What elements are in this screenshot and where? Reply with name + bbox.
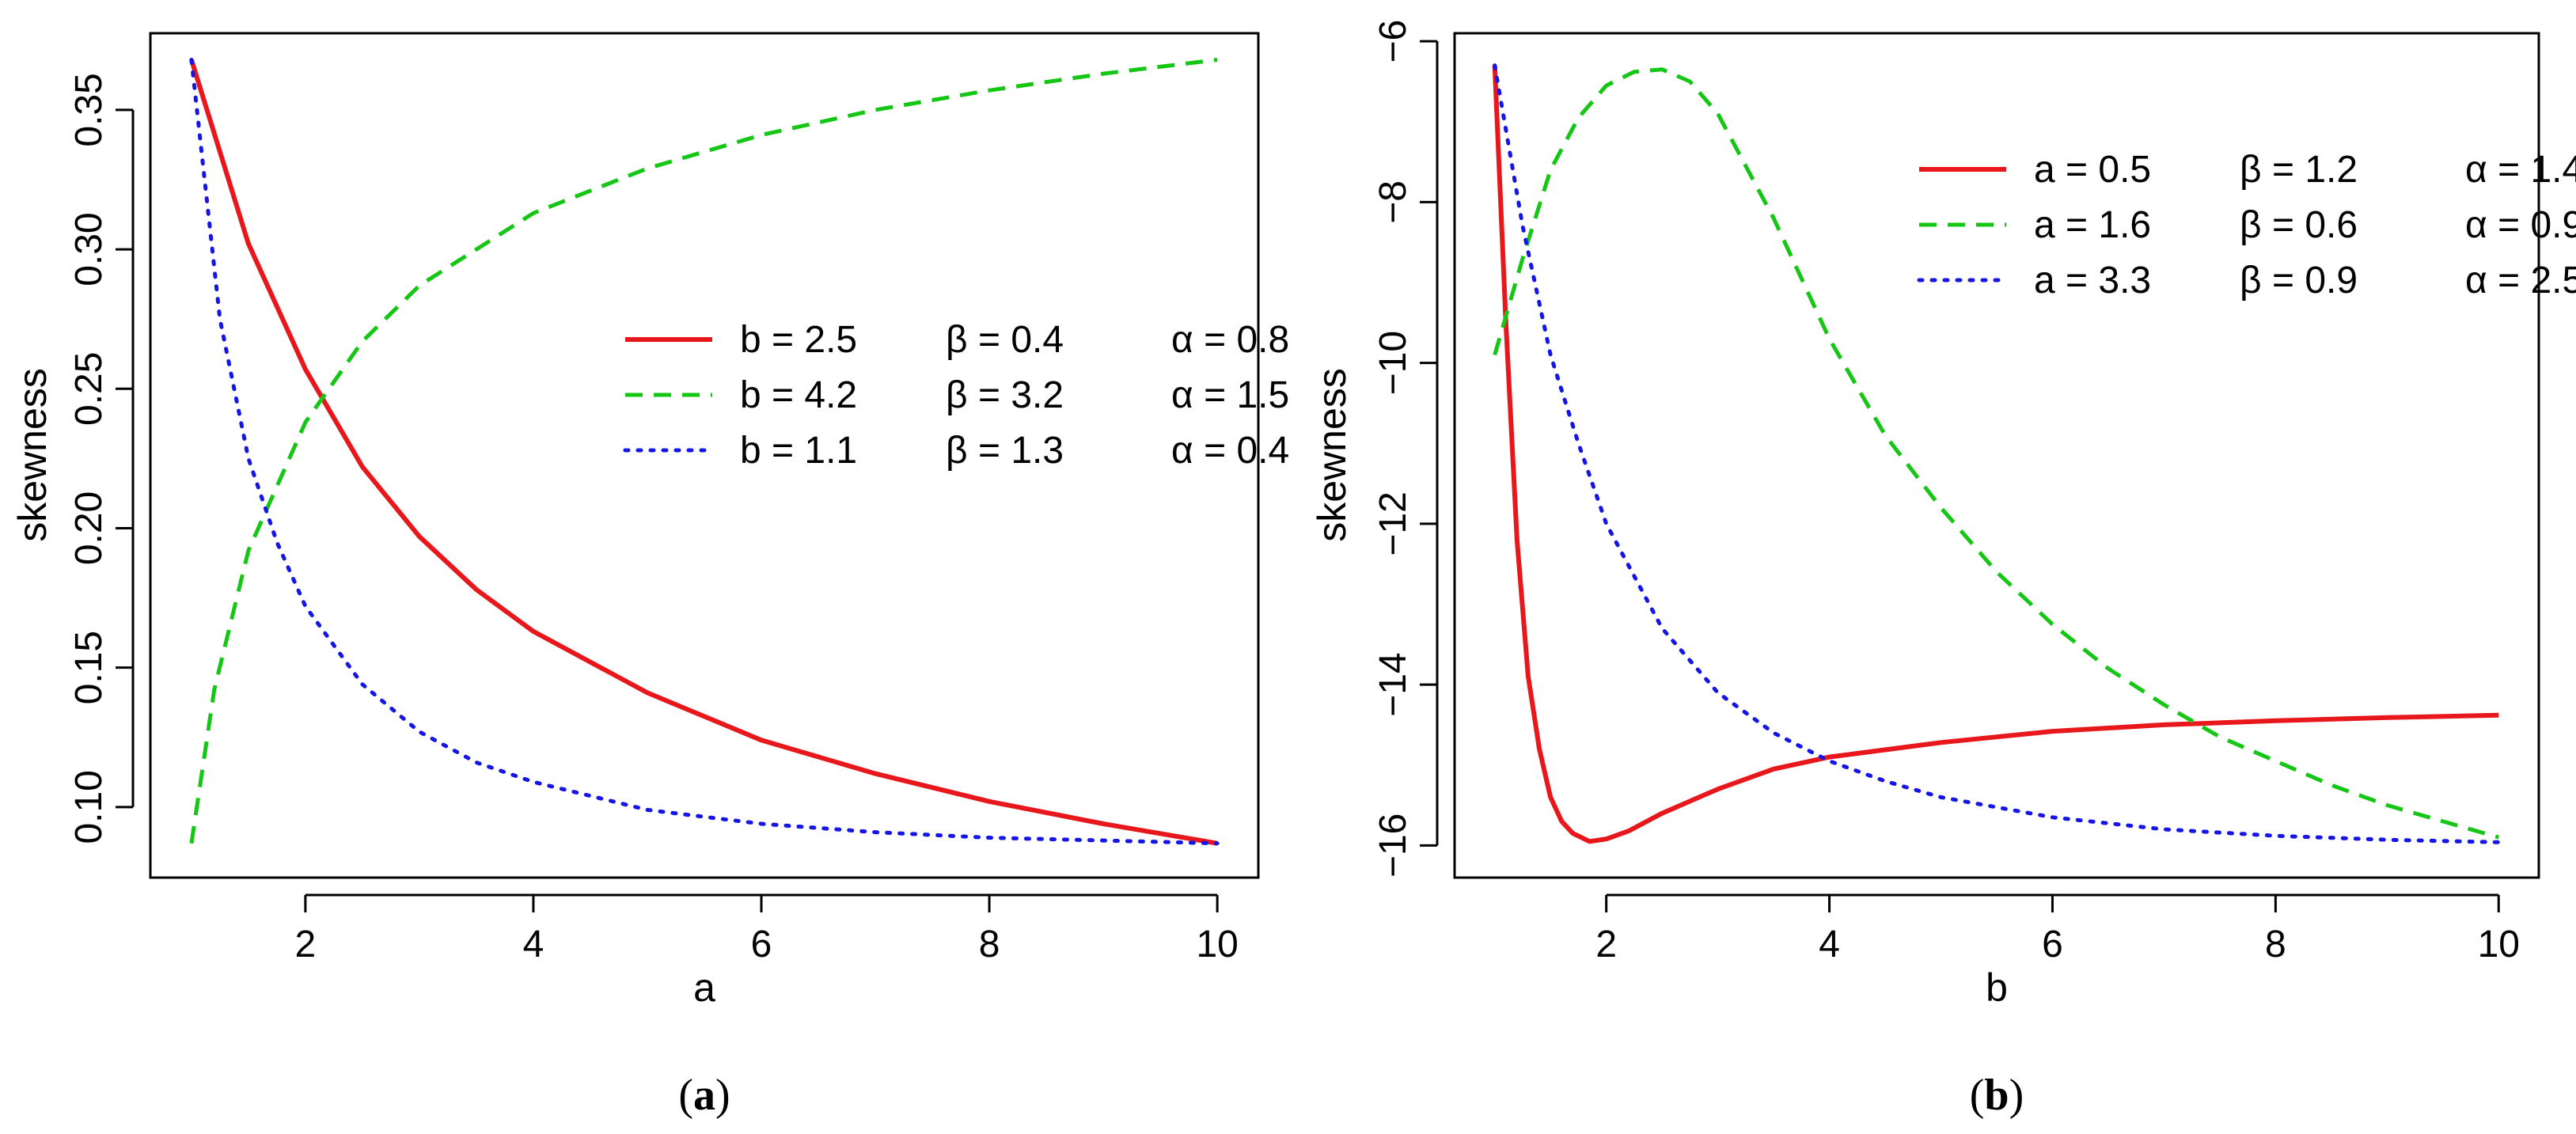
panel-b-y-axis-title: skewness <box>1310 368 1354 542</box>
panel-a-x-tick-label-10: 10 <box>1196 924 1238 965</box>
panel-a-plot-frame <box>149 32 1260 879</box>
panel-a-series-1-line <box>189 59 1218 846</box>
panel-b-x-tick-label-10: 10 <box>2478 924 2520 965</box>
panel-b-x-axis: 2 4 6 8 10 <box>1595 893 2520 965</box>
panel-a-legend-2-part-3: α = 1.5 <box>1171 374 1289 416</box>
panel-a-legend-3-part-3: α = 0.4 <box>1171 430 1289 472</box>
panel-b-series-3-line <box>1493 63 2501 844</box>
panel-a-legend-1-part-1: b = 2.5 <box>740 319 857 361</box>
panel-b-x-axis-title: b <box>1986 965 2008 1010</box>
panel-a-y-axis: 0.10 0.15 0.20 0.25 0.30 0.35 <box>68 73 135 844</box>
panel-b-x-tick-label-4: 4 <box>1819 924 1840 965</box>
panel-b: 2 4 6 8 10 −16 −14 −12 −10 −8 −6 b skewness a = 0… <box>1310 20 2576 1120</box>
panel-b-x-tick-label-2: 2 <box>1595 924 1617 965</box>
panel-b-legend-3-part-1: a = 3.3 <box>2034 260 2151 302</box>
panel-b-legend-3-part-3: α = 2.5 <box>2465 260 2576 302</box>
panel-a-series-3-line <box>189 58 1220 846</box>
panel-a: 2 4 6 8 10 0.10 0.15 0.20 0.25 0.30 0.35 a skewne… <box>10 32 1289 1120</box>
panel-b-legend-1-part-1: a = 0.5 <box>2034 149 2151 191</box>
panel-b-legend-3-part-2: β = 0.9 <box>2240 260 2358 302</box>
panel-b-y-tick-label-1: −16 <box>1372 814 1414 878</box>
panel-b-plot-frame <box>1453 32 2540 879</box>
panel-a-legend: b = 2.5 β = 0.4 α = 0.8 b = 4.2 β = 3.2 α = 1… <box>623 319 1289 472</box>
panel-a-y-tick-label-4: 0.25 <box>68 352 110 426</box>
panel-b-series-1-line <box>1492 65 2499 844</box>
panel-a-label: (a) <box>678 1071 730 1120</box>
panel-b-x-tick-label-8: 8 <box>2265 924 2286 965</box>
panel-b-legend-1-part-2: β = 1.2 <box>2240 149 2358 191</box>
panel-a-x-axis: 2 4 6 8 10 <box>295 893 1239 965</box>
panel-b-y-axis: −16 −14 −12 −10 −8 −6 <box>1372 20 1439 878</box>
panel-b-y-tick-label-6: −6 <box>1372 20 1414 63</box>
panel-b-label: (b) <box>1970 1071 2024 1120</box>
panel-b-legend-2-part-3: α = 0.9 <box>2465 204 2576 246</box>
panel-a-x-tick-label-6: 6 <box>751 924 772 965</box>
panel-a-legend-1-part-3: α = 0.8 <box>1171 319 1289 361</box>
panel-b-x-tick-label-6: 6 <box>2042 924 2063 965</box>
panel-b-legend-2-part-1: a = 1.6 <box>2034 204 2151 246</box>
panel-a-legend-3-part-2: β = 1.3 <box>946 430 1064 472</box>
panel-a-series-2-line <box>189 58 1218 844</box>
panel-a-x-tick-label-4: 4 <box>523 924 544 965</box>
panel-a-legend-2-part-2: β = 3.2 <box>946 374 1064 416</box>
panel-b-legend: a = 0.5 β = 1.2 α = 1.4 a = 1.6 β = 0.6 α = 0… <box>1917 149 2576 302</box>
panel-b-legend-2-part-2: β = 0.6 <box>2240 204 2358 246</box>
panel-a-x-axis-title: a <box>693 965 715 1010</box>
panel-a-x-tick-label-2: 2 <box>295 924 317 965</box>
panel-b-legend-1-part-3: α = 1.4 <box>2465 149 2576 191</box>
panel-a-y-tick-label-6: 0.35 <box>68 73 110 146</box>
panel-b-label-letter: b <box>1984 1071 2009 1120</box>
panel-b-series-2-line <box>1493 67 2499 840</box>
panel-a-y-tick-label-3: 0.20 <box>68 491 110 565</box>
panel-a-y-axis-title: skewness <box>10 368 55 542</box>
panel-a-legend-3-part-1: b = 1.1 <box>740 430 857 472</box>
panel-a-y-tick-label-5: 0.30 <box>68 212 110 286</box>
panel-b-y-tick-label-5: −8 <box>1372 180 1414 224</box>
panel-a-series-layer <box>189 58 1220 846</box>
panel-b-y-tick-label-2: −14 <box>1372 652 1414 716</box>
panel-a-label-letter: a <box>693 1071 715 1120</box>
panel-b-series-layer <box>1492 63 2501 844</box>
panel-a-x-tick-label-8: 8 <box>979 924 1000 965</box>
panel-a-legend-2-part-1: b = 4.2 <box>740 374 857 416</box>
panel-b-y-tick-label-4: −10 <box>1372 331 1414 395</box>
panel-a-legend-1-part-2: β = 0.4 <box>946 319 1064 361</box>
panel-a-y-tick-label-2: 0.15 <box>68 631 110 704</box>
panel-a-y-tick-label-1: 0.10 <box>68 770 110 844</box>
panel-b-y-tick-label-3: −12 <box>1372 491 1414 556</box>
